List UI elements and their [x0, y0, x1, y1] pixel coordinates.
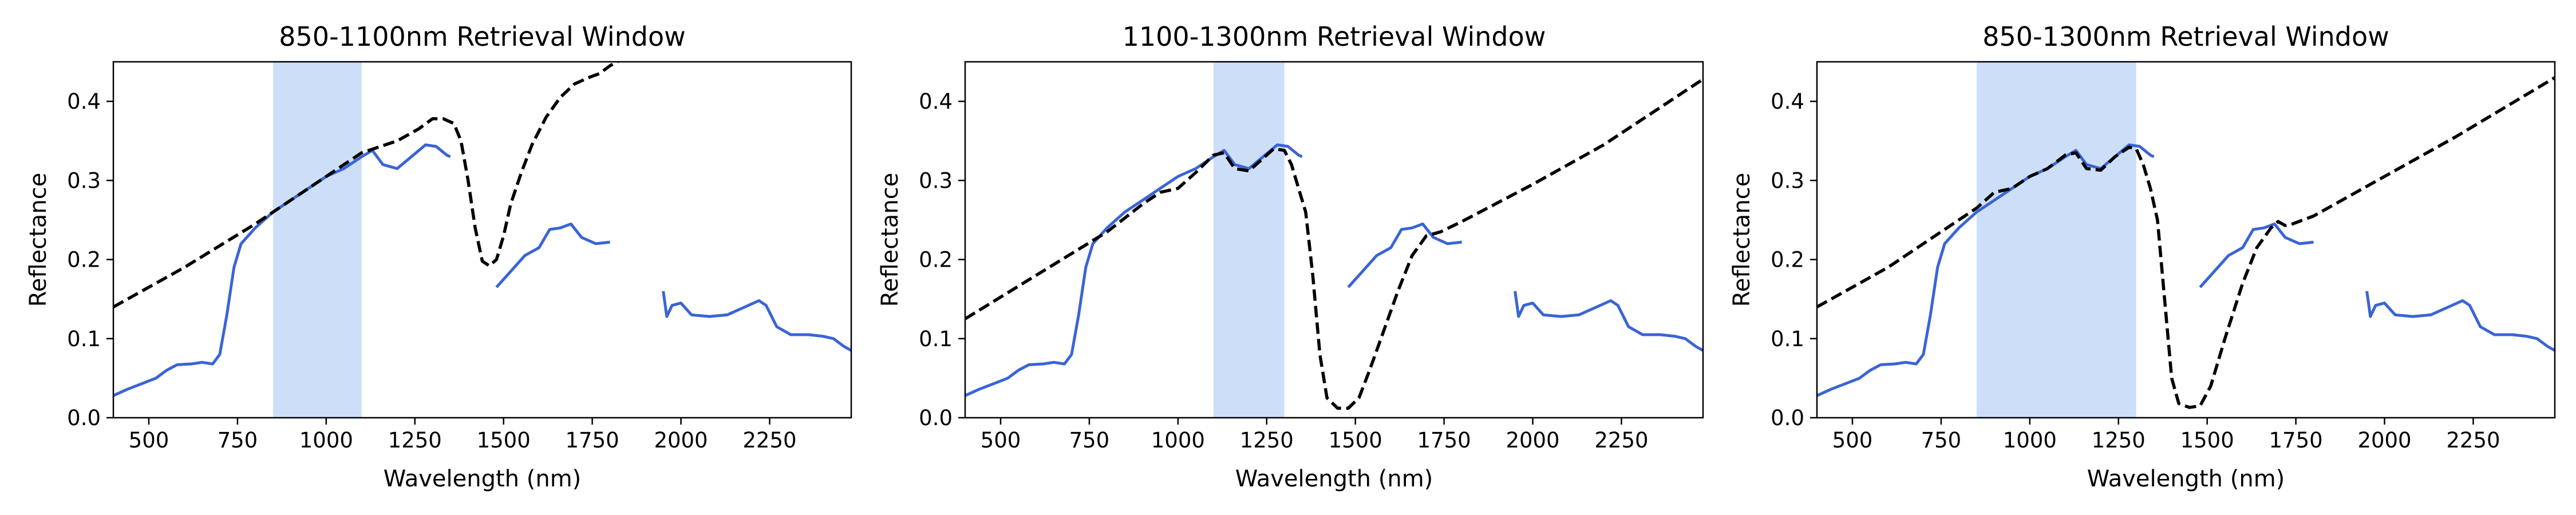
axes-frame	[112, 61, 852, 419]
chart-panel-1: 500 750 1000 1250 1500 1750 2000 2250 0.0 0.1 0.2 0…	[25, 21, 852, 492]
x-tick-label: 500	[129, 428, 169, 453]
spectrum-line-segment-2	[1347, 222, 1462, 288]
model-line-segment-1	[965, 78, 1703, 410]
spectrum-line-segment-3	[2365, 291, 2555, 352]
x-tick-label: 1000	[2003, 428, 2057, 453]
x-tick-label: 2250	[2446, 428, 2500, 453]
spectrum-line-segment-2	[495, 222, 610, 288]
chart-title: 1100-1300nm Retrieval Window	[1123, 21, 1546, 52]
retrieval-window-band	[1213, 62, 1285, 418]
x-tick-label: 500	[981, 428, 1021, 453]
x-tick-label: 1000	[299, 428, 353, 453]
chart-title: 850-1100nm Retrieval Window	[279, 21, 685, 52]
chart-title: 850-1300nm Retrieval Window	[1982, 21, 2389, 52]
retrieval-window-band	[1976, 62, 2136, 418]
y-tick-label: 0.0	[1771, 406, 1804, 430]
plot-area	[1817, 76, 2555, 409]
x-tick-label: 1500	[1329, 428, 1382, 453]
plot-area	[965, 78, 1703, 410]
x-tick-label: 1250	[388, 428, 442, 453]
x-tick-label: 1250	[1240, 428, 1294, 453]
y-tick-label: 0.4	[1771, 89, 1804, 114]
x-tick-label: 2000	[654, 428, 708, 453]
y-tick-label: 0.0	[67, 406, 101, 430]
x-axis-label: Wavelength (nm)	[384, 466, 582, 492]
x-tick-label: 1250	[2092, 428, 2146, 453]
x-tick-label: 2250	[1594, 428, 1648, 453]
spectrum-line-segment-1	[113, 143, 451, 397]
y-tick-label: 0.2	[919, 248, 953, 272]
chart-panel-3: 500 750 1000 1250 1500 1750 2000 2250 0.0 0.1 0.2 0…	[1729, 21, 2556, 492]
y-tick-label: 0.4	[919, 89, 953, 114]
model-line-segment-1	[1817, 76, 2555, 409]
y-tick-label: 0.2	[67, 248, 101, 272]
y-tick-label: 0.1	[1771, 327, 1804, 351]
x-tick-label: 2250	[742, 428, 796, 453]
y-axis-label: Reflectance	[1729, 173, 1755, 307]
spectrum-line-segment-3	[1514, 291, 1703, 352]
x-tick-label: 750	[218, 428, 258, 453]
x-tick-label: 2000	[1506, 428, 1559, 453]
spectrum-line-segment-1	[1817, 143, 2155, 397]
x-tick-label: 500	[1832, 428, 1873, 453]
chart-panel-2: 500 750 1000 1250 1500 1750 2000 2250 0.0 0.1 0.2 0…	[877, 21, 1704, 492]
x-axis-label: Wavelength (nm)	[1235, 466, 1433, 492]
x-tick-label: 1750	[2269, 428, 2323, 453]
y-tick-label: 0.3	[919, 168, 953, 193]
x-tick-label: 750	[1921, 428, 1962, 453]
y-tick-label: 0.3	[1771, 168, 1804, 193]
x-tick-label: 1500	[2180, 428, 2234, 453]
y-axis-label: Reflectance	[25, 173, 52, 307]
axes-frame	[964, 61, 1704, 419]
x-tick-label: 1750	[1417, 428, 1471, 453]
y-tick-label: 0.2	[1771, 248, 1804, 272]
y-tick-label: 0.0	[919, 406, 953, 430]
retrieval-window-band	[272, 62, 362, 418]
x-tick-label: 1750	[566, 428, 619, 453]
spectrum-line-segment-2	[2199, 222, 2314, 288]
x-tick-label: 2000	[2357, 428, 2411, 453]
model-line-segment-1	[113, 62, 621, 308]
y-tick-label: 0.4	[67, 89, 101, 114]
y-axis-label: Reflectance	[877, 173, 903, 307]
x-axis-label: Wavelength (nm)	[2087, 466, 2285, 492]
plot-area	[113, 62, 851, 397]
y-tick-label: 0.1	[67, 327, 101, 351]
spectrum-line-segment-3	[662, 291, 851, 352]
x-tick-label: 1000	[1151, 428, 1205, 453]
x-tick-label: 1500	[477, 428, 531, 453]
y-tick-label: 0.1	[919, 327, 953, 351]
axes-frame	[1816, 61, 2556, 419]
y-tick-label: 0.3	[67, 168, 101, 193]
x-tick-label: 750	[1069, 428, 1110, 453]
